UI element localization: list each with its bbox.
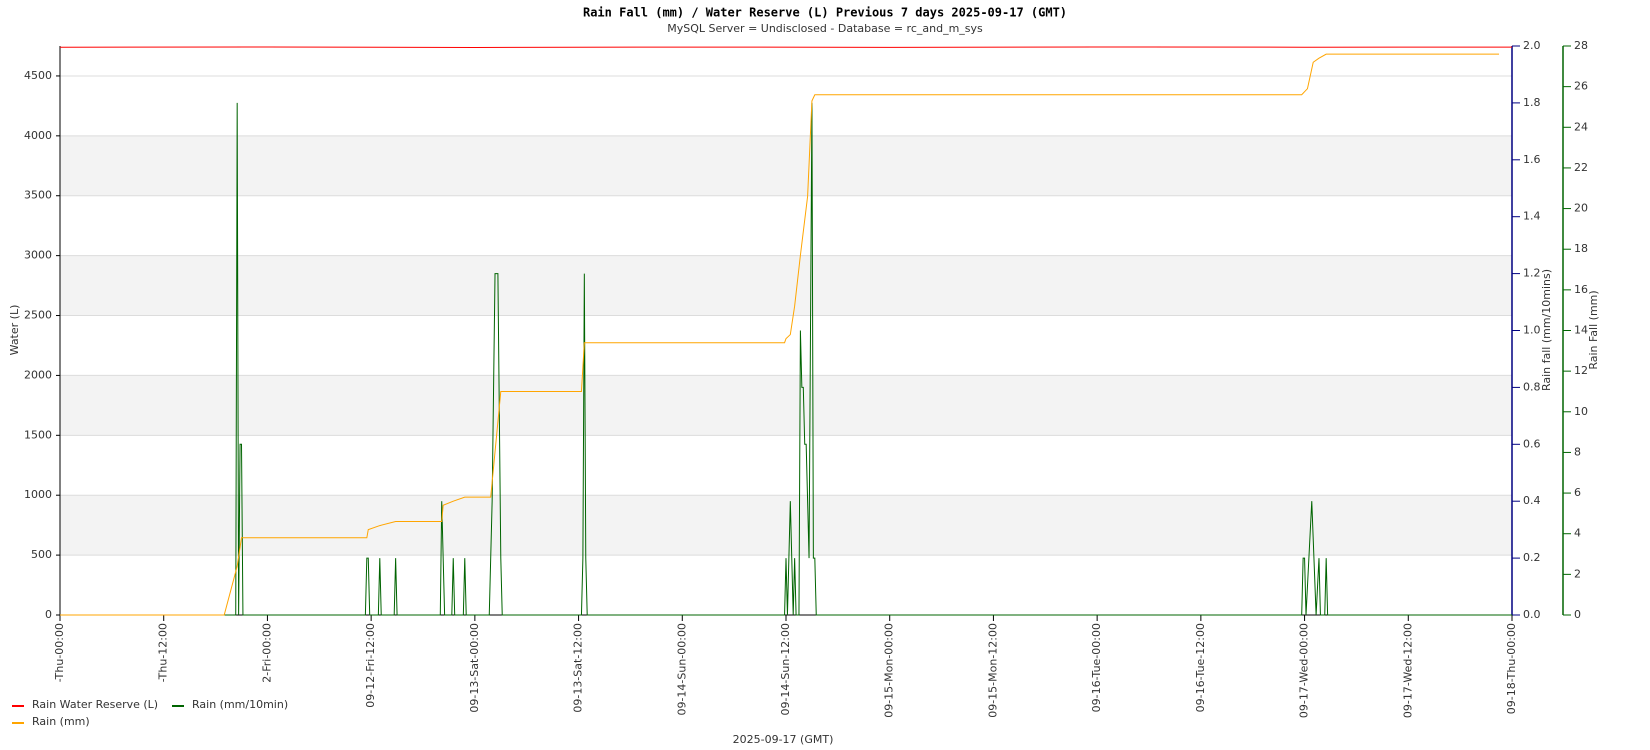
x-tick-label: 09-18-Thu-00:00	[1505, 623, 1518, 714]
y-tick-label: 500	[31, 548, 52, 561]
x-tick-label: -Thu-00:00	[53, 623, 66, 682]
grid-band	[60, 495, 1512, 556]
legend-label: Rain (mm)	[32, 715, 90, 728]
x-tick-label: 09-15-Mon-00:00	[883, 623, 896, 718]
x-tick-label: 09-17-Wed-00:00	[1298, 623, 1311, 718]
y3-tick-label: 12	[1574, 364, 1588, 377]
y2-tick-label: 1.8	[1523, 96, 1541, 109]
y3-tick-label: 6	[1574, 486, 1581, 499]
y-tick-label: 1000	[24, 488, 52, 501]
x-tick-label: 09-12-Fri-12:00	[364, 623, 377, 708]
series-line	[60, 53, 1500, 616]
grid-band	[60, 255, 1512, 316]
x-tick-label: 09-14-Sun-12:00	[779, 623, 792, 716]
grid-band	[60, 135, 1512, 196]
y-tick-label: 4500	[24, 69, 52, 82]
y2-tick-label: 2.0	[1523, 39, 1541, 52]
y3-tick-label: 4	[1574, 527, 1581, 540]
y-tick-label: 1500	[24, 428, 52, 441]
x-tick-label: -Thu-12:00	[157, 623, 170, 682]
grid-band	[60, 375, 1512, 436]
y-tick-label: 2500	[24, 309, 52, 322]
y2-tick-label: 1.0	[1523, 324, 1541, 337]
x-tick-label: 09-16-Tue-00:00	[1090, 623, 1103, 712]
y3-tick-label: 8	[1574, 445, 1581, 458]
y-tick-label: 3500	[24, 189, 52, 202]
y3-tick-label: 16	[1574, 283, 1588, 296]
y-tick-label: 0	[45, 608, 52, 621]
y3-tick-label: 20	[1574, 202, 1588, 215]
y3-tick-label: 18	[1574, 242, 1588, 255]
y3-tick-label: 14	[1574, 324, 1588, 337]
y3-tick-label: 28	[1574, 39, 1588, 52]
y3-tick-label: 0	[1574, 608, 1581, 621]
x-axis-title: 2025-09-17 (GMT)	[733, 733, 834, 746]
legend-label: Rain Water Reserve (L)	[32, 698, 158, 711]
x-tick-label: 2-Fri-00:00	[260, 623, 273, 683]
y3-axis-title: Rain Fall (mm)	[1587, 290, 1600, 369]
y2-tick-label: 1.4	[1523, 210, 1541, 223]
chart-title: Rain Fall (mm) / Water Reserve (L) Previ…	[583, 6, 1067, 20]
y2-axis-title: Rain fall (mm/10mins)	[1540, 269, 1553, 391]
x-tick-label: 09-16-Tue-12:00	[1194, 623, 1207, 712]
y-axis-title: Water (L)	[8, 305, 21, 356]
y2-tick-label: 0.4	[1523, 494, 1541, 507]
y2-tick-label: 1.2	[1523, 267, 1541, 280]
x-tick-label: 09-15-Mon-12:00	[986, 623, 999, 718]
y-tick-label: 2000	[24, 368, 52, 381]
y3-tick-label: 22	[1574, 161, 1588, 174]
y2-tick-label: 1.6	[1523, 153, 1541, 166]
y3-tick-label: 26	[1574, 80, 1588, 93]
y2-tick-label: 0.0	[1523, 608, 1541, 621]
y3-tick-label: 10	[1574, 405, 1588, 418]
y-tick-label: 4000	[24, 129, 52, 142]
y2-tick-label: 0.2	[1523, 551, 1541, 564]
x-tick-label: 09-17-Wed-12:00	[1401, 623, 1414, 718]
y2-tick-label: 0.8	[1523, 380, 1541, 393]
chart-subtitle: MySQL Server = Undisclosed - Database = …	[667, 22, 983, 35]
y2-tick-label: 0.6	[1523, 437, 1541, 450]
x-tick-label: 09-14-Sun-00:00	[675, 623, 688, 716]
y3-tick-label: 24	[1574, 120, 1588, 133]
y3-tick-label: 2	[1574, 567, 1581, 580]
y-tick-label: 3000	[24, 249, 52, 262]
x-tick-label: 09-13-Sat-00:00	[468, 623, 481, 713]
x-tick-label: 09-13-Sat-12:00	[572, 623, 585, 713]
series-line	[60, 102, 1512, 616]
legend-label: Rain (mm/10min)	[192, 698, 288, 711]
